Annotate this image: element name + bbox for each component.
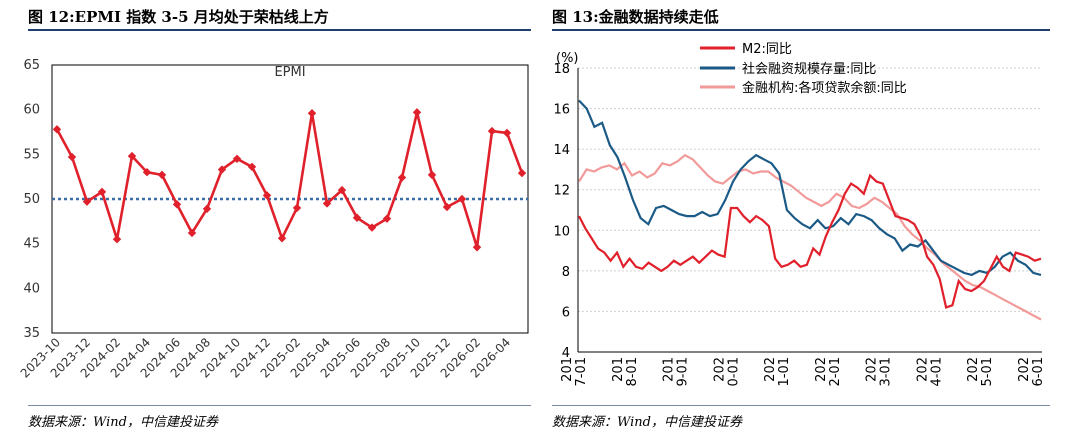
fin-x-tick-label: 202 [763, 357, 778, 382]
epmi-data-point [52, 125, 62, 134]
epmi-data-point [172, 200, 182, 209]
fin-x-tick-label: 6-01 [1031, 357, 1046, 387]
epmi-y-tick-label: 40 [23, 281, 40, 296]
fin-x-tick-label: 5-01 [980, 357, 995, 387]
epmi-y-tick-label: 50 [23, 192, 40, 207]
fin-x-tick-label: 202 [915, 357, 930, 382]
fin-y-unit: (%) [556, 51, 579, 66]
epmi-y-tick-label: 60 [23, 103, 40, 118]
left-panel-title: 图 12:EPMI 指数 3-5 月均处于荣枯线上方 [28, 8, 329, 26]
left-bottom-rule [28, 405, 531, 406]
fin-x-tick-label: 201 [560, 357, 575, 382]
fin-x-tick-label: 202 [814, 357, 829, 382]
fin-y-tick-label: 6 [562, 305, 570, 320]
legend-loans-label: 金融机构:各项贷款余额:同比 [742, 80, 907, 96]
fin-x-tick-label: 202 [865, 357, 880, 382]
fin-x-tick-label: 7-01 [574, 357, 589, 387]
fin-x-tick-label: 202 [1017, 357, 1032, 382]
legend-tsf-label: 社会融资规模存量:同比 [742, 61, 876, 77]
epmi-data-point [142, 168, 152, 177]
fin-y-tick-label: 18 [553, 62, 570, 77]
fin-y-tick-label: 14 [553, 143, 570, 158]
fin-y-tick-label: 12 [553, 184, 570, 199]
right-panel-title: 图 13:金融数据持续走低 [552, 8, 719, 26]
epmi-data-point [502, 128, 512, 138]
legend-m2-label: M2:同比 [742, 42, 792, 57]
epmi-data-point [262, 191, 272, 200]
fin-y-tick-label: 8 [562, 265, 570, 280]
epmi-data-point [517, 168, 527, 178]
epmi-data-point [232, 154, 242, 163]
epmi-series-label: EPMI [274, 65, 305, 80]
epmi-data-point [112, 235, 122, 244]
fin-x-tick-label: 4-01 [929, 357, 944, 387]
epmi-data-point [352, 213, 362, 222]
fin-y-tick-label: 4 [562, 346, 570, 361]
epmi-data-point [277, 234, 287, 243]
fin-x-tick-label: 202 [712, 357, 727, 382]
epmi-y-tick-label: 55 [23, 147, 40, 162]
epmi-data-point [457, 194, 467, 204]
epmi-data-point [487, 126, 497, 136]
epmi-data-point [247, 162, 257, 172]
epmi-data-point [292, 203, 302, 213]
epmi-data-point [397, 173, 407, 182]
right-title-rule [552, 29, 1050, 31]
right-source-note: 数据来源：Wind，中信建投证券 [552, 415, 742, 430]
fin-x-tick-label: 201 [662, 357, 677, 382]
fin-x-tick-label: 202 [966, 357, 981, 382]
epmi-y-tick-label: 65 [23, 58, 40, 73]
epmi-y-tick-label: 35 [23, 326, 40, 341]
fin-y-tick-label: 16 [553, 103, 570, 118]
epmi-data-point [442, 202, 452, 212]
epmi-data-point [367, 223, 377, 232]
epmi-data-point [427, 170, 437, 180]
epmi-data-point [187, 228, 197, 238]
fin-x-tick-label: 9-01 [676, 357, 691, 387]
fin-x-tick-label: 3-01 [879, 357, 894, 387]
epmi-data-point [322, 199, 332, 208]
tsf-growth-line [578, 99, 1042, 277]
epmi-data-point [127, 151, 137, 161]
left-title-rule [28, 29, 531, 31]
epmi-data-point [307, 109, 317, 118]
epmi-y-tick-label: 45 [23, 237, 40, 252]
epmi-data-point [337, 185, 347, 195]
fin-x-tick-label: 201 [611, 357, 626, 382]
epmi-data-point [97, 187, 107, 197]
epmi-data-point [67, 152, 77, 162]
epmi-data-point [412, 108, 422, 117]
epmi-data-point [82, 197, 92, 206]
fin-y-tick-label: 10 [553, 224, 570, 239]
fin-x-tick-label: 2-01 [828, 357, 843, 387]
fin-legend: M2:同比 社会融资规模存量:同比 金融机构:各项贷款余额:同比 [700, 42, 907, 96]
fin-x-tick-label: 0-01 [726, 357, 741, 387]
epmi-data-point [382, 214, 392, 223]
right-bottom-rule [552, 405, 1050, 406]
m2-growth-line [578, 173, 1042, 309]
fin-x-tick-label: 1-01 [777, 357, 792, 387]
epmi-data-point [202, 204, 212, 214]
epmi-data-point [472, 243, 482, 252]
epmi-data-point [157, 170, 167, 180]
epmi-series-line [55, 111, 524, 248]
epmi-data-point [217, 165, 227, 174]
loans-growth-line [578, 153, 1042, 321]
left-source-note: 数据来源：Wind，中信建投证券 [28, 415, 218, 430]
fin-x-tick-label: 8-01 [625, 357, 640, 387]
